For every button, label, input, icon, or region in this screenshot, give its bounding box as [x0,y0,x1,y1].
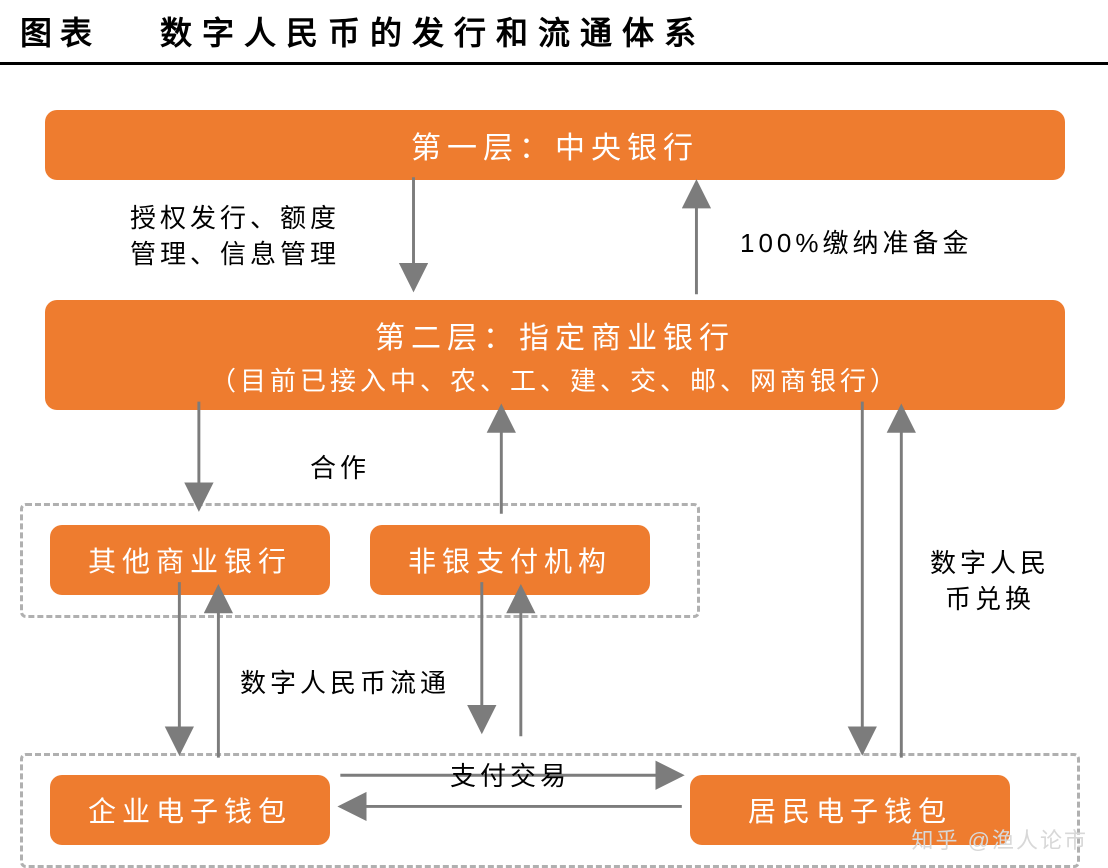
node-layer2-commercial-banks: 第二层：指定商业银行 （目前已接入中、农、工、建、交、邮、网商银行） [45,300,1065,410]
label-reserve: 100%缴纳准备金 [740,225,973,261]
node-subtitle: （目前已接入中、农、工、建、交、邮、网商银行） [210,361,900,398]
node-text: 非银支付机构 [408,540,612,580]
node-corporate-wallet: 企业电子钱包 [50,775,330,845]
chart-header: 图表 数字人民币的发行和流通体系 [0,0,1108,65]
flowchart-diagram: 第一层：中央银行 第二层：指定商业银行 （目前已接入中、农、工、建、交、邮、网商… [0,65,1108,865]
label-coop: 合作 [310,450,370,486]
chart-title: 数字人民币的发行和流通体系 [160,8,706,54]
node-text: 其他商业银行 [88,540,292,580]
node-text: 第二层：指定商业银行 [375,313,735,357]
label-exchange: 数字人民 币兑换 [930,545,1050,618]
node-nonbank-payment: 非银支付机构 [370,525,650,595]
label-circulate: 数字人民币流通 [240,665,450,701]
node-text: 企业电子钱包 [88,790,292,830]
label-auth-issue: 授权发行、额度 管理、信息管理 [130,200,340,273]
node-text: 第一层：中央银行 [411,123,699,167]
label-payment: 支付交易 [450,758,570,794]
chart-label: 图表 [20,8,100,54]
watermark-text: 知乎 @渔人论市 [912,823,1088,855]
arrows-layer [0,65,1108,865]
node-layer1-central-bank: 第一层：中央银行 [45,110,1065,180]
node-other-commercial-bank: 其他商业银行 [50,525,330,595]
